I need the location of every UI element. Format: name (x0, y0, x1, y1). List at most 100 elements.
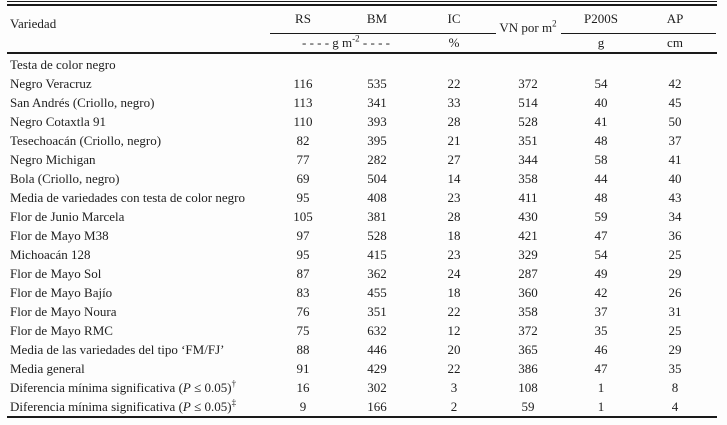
cell-ic: 12 (447, 323, 461, 338)
cell-bm: 395 (367, 133, 387, 148)
cell-ap: 29 (668, 266, 682, 281)
column-header-ic: IC (447, 11, 461, 26)
cell-ap: 36 (668, 228, 682, 243)
table-row: Media general 91 429 22 386 47 35 (7, 359, 717, 378)
variety-name: Bola (Criollo, negro) (10, 171, 120, 186)
variety-name: Tesechoacán (Criollo, negro) (10, 133, 162, 148)
cell-bm: 504 (367, 171, 387, 186)
cell-vn: 358 (518, 171, 538, 186)
cell-ap: 4 (671, 399, 679, 414)
column-header-variedad: Variedad (10, 16, 57, 31)
cell-rs: 76 (296, 304, 310, 319)
table-row: Negro Michigan 77 282 27 344 58 41 (7, 150, 717, 169)
cell-ap: 26 (668, 285, 682, 300)
top-rule-thick (7, 4, 717, 6)
cell-p200s: 54 (594, 76, 608, 91)
cell-ap: 45 (668, 95, 682, 110)
cell-ap: 8 (671, 380, 679, 395)
cell-ap: 50 (668, 114, 682, 129)
cell-p200s: 41 (594, 114, 608, 129)
cell-vn: 386 (518, 361, 538, 376)
cell-rs: 16 (296, 380, 310, 395)
cell-ap: 41 (668, 152, 682, 167)
cell-p200s: 54 (594, 247, 608, 262)
cell-rs: 95 (296, 247, 310, 262)
cell-rs: 97 (296, 228, 310, 243)
variety-name: Flor de Junio Marcela (10, 209, 125, 224)
cell-rs: 95 (296, 190, 310, 205)
cell-ap: 34 (668, 209, 682, 224)
cell-p200s: 58 (594, 152, 608, 167)
cell-vn: 59 (521, 399, 535, 414)
cell-ic: 23 (447, 190, 461, 205)
cell-vn: 358 (518, 304, 538, 319)
cell-ic: 23 (447, 247, 461, 262)
variety-name: Media de las variedades del tipo ‘FM/FJ’ (10, 342, 225, 357)
cell-p200s: 37 (594, 304, 608, 319)
cell-vn: 528 (518, 114, 538, 129)
table-row: Bola (Criollo, negro) 69 504 14 358 44 40 (7, 169, 717, 188)
table-row: Media de las variedades del tipo ‘FM/FJ’… (7, 340, 717, 359)
cell-rs: 75 (296, 323, 310, 338)
variety-name: Testa de color negro (10, 57, 116, 72)
cell-p200s: 1 (597, 399, 605, 414)
table-row: Flor de Mayo Bajío 83 455 18 360 42 26 (7, 283, 717, 302)
cell-vn: 287 (518, 266, 538, 281)
unit-label-gm2: - - - - g m-2 - - - - (301, 33, 390, 50)
cell-bm: 381 (367, 209, 387, 224)
cell-rs: 91 (296, 361, 310, 376)
cell-ap: 25 (668, 247, 682, 262)
cell-vn: 372 (518, 76, 538, 91)
cell-p200s: 46 (594, 342, 608, 357)
cell-p200s: 44 (594, 171, 608, 186)
cell-bm: 528 (367, 228, 387, 243)
cell-bm: 408 (367, 190, 387, 205)
variety-name: Flor de Mayo Noura (10, 304, 117, 319)
cell-rs: 113 (293, 95, 313, 110)
cell-bm: 362 (367, 266, 387, 281)
cell-bm: 632 (367, 323, 387, 338)
cell-bm: 282 (367, 152, 387, 167)
cell-bm: 429 (367, 361, 387, 376)
table-row: Negro Cotaxtla 91 110 393 28 528 41 50 (7, 112, 717, 131)
cell-ap: 35 (668, 361, 682, 376)
cell-bm: 446 (367, 342, 387, 357)
cell-vn: 108 (518, 380, 538, 395)
cell-p200s: 35 (594, 323, 608, 338)
cell-ic: 20 (447, 342, 461, 357)
cell-vn: 421 (518, 228, 538, 243)
cell-rs: 110 (293, 114, 313, 129)
table-row: Tesechoacán (Criollo, negro) 82 395 21 351 48… (7, 131, 717, 150)
cell-ic: 14 (447, 171, 461, 186)
cell-vn: 329 (518, 247, 538, 262)
variety-name: Negro Cotaxtla 91 (10, 114, 107, 129)
variety-name: Flor de Mayo Sol (10, 266, 102, 281)
cell-ap: 40 (668, 171, 682, 186)
cell-ic: 28 (447, 209, 461, 224)
cell-rs: 82 (296, 133, 310, 148)
cell-rs: 105 (293, 209, 313, 224)
cell-ic: 22 (447, 361, 461, 376)
cell-p200s: 40 (594, 95, 608, 110)
column-header-bm: BM (366, 11, 388, 26)
cell-ic: 18 (447, 228, 461, 243)
cell-vn: 360 (518, 285, 538, 300)
cell-rs: 77 (296, 152, 310, 167)
cell-ic: 24 (447, 266, 461, 281)
variety-name: Diferencia mínima significativa (P ≤ 0.0… (10, 397, 237, 414)
cell-bm: 535 (367, 76, 387, 91)
variety-name: Negro Veracruz (10, 76, 92, 91)
column-header-ap: AP (666, 11, 684, 26)
cell-p200s: 59 (594, 209, 608, 224)
table-row: Negro Veracruz 116 535 22 372 54 42 (7, 74, 717, 93)
cell-p200s: 47 (594, 228, 608, 243)
table-row: San Andrés (Criollo, negro) 113 341 33 514 40… (7, 93, 717, 112)
cell-rs: 83 (296, 285, 310, 300)
cell-p200s: 1 (597, 380, 605, 395)
column-header-p200s: P200S (584, 11, 618, 26)
cell-rs: 9 (299, 399, 307, 414)
cell-vn: 351 (518, 133, 538, 148)
variety-name: Flor de Mayo RMC (10, 323, 113, 338)
cell-bm: 302 (367, 380, 387, 395)
